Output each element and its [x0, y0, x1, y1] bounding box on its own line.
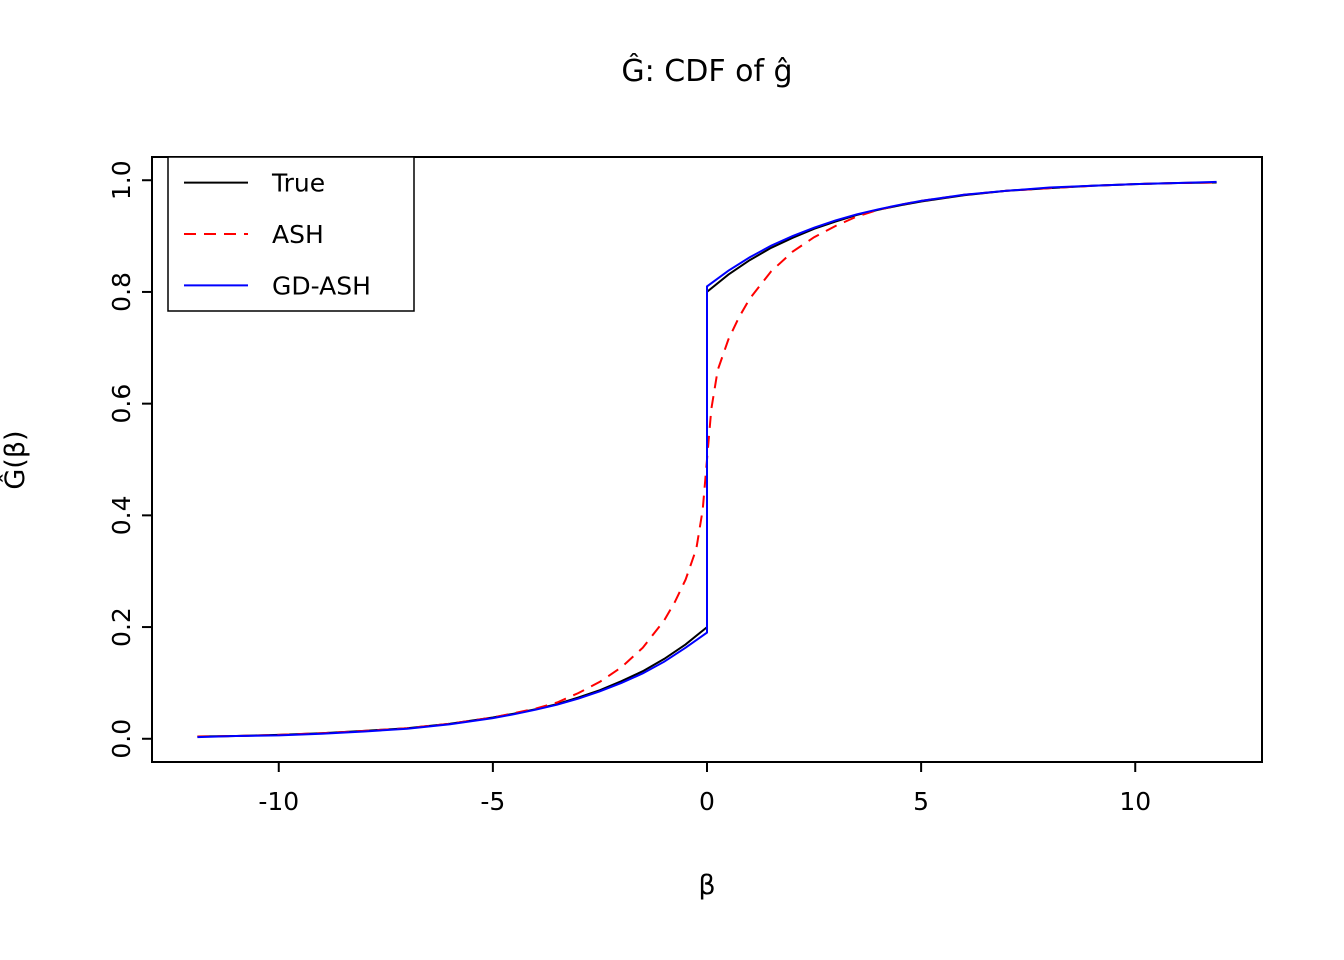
y-axis-label: Ĝ(β)	[0, 430, 31, 490]
x-tick-label: -5	[480, 787, 505, 816]
x-axis-label: β	[698, 870, 716, 901]
x-tick-label: 10	[1119, 787, 1151, 816]
legend-item: True	[184, 169, 325, 198]
legend-item: ASH	[184, 220, 324, 249]
y-tick-label: 0.0	[107, 719, 136, 759]
y-tick-label: 0.6	[107, 384, 136, 424]
series-gd-ash-line	[197, 180, 1217, 739]
y-tick-label: 0.8	[107, 272, 136, 312]
y-tick-label: 1.0	[107, 160, 136, 200]
y-tick-label: 0.4	[107, 495, 136, 535]
legend-item-label: GD-ASH	[272, 271, 371, 300]
plot-title: Ĝ: CDF of ĝ	[621, 54, 793, 89]
legend-item-label: ASH	[272, 220, 324, 249]
legend: True ASH GD-ASH	[167, 156, 415, 312]
x-tick-label: 0	[699, 787, 715, 816]
x-tick-label: 5	[913, 787, 929, 816]
y-tick-label: 0.2	[107, 607, 136, 647]
legend-item: GD-ASH	[184, 271, 371, 300]
legend-item-label: True	[271, 169, 325, 198]
x-tick-label: -10	[258, 787, 299, 816]
